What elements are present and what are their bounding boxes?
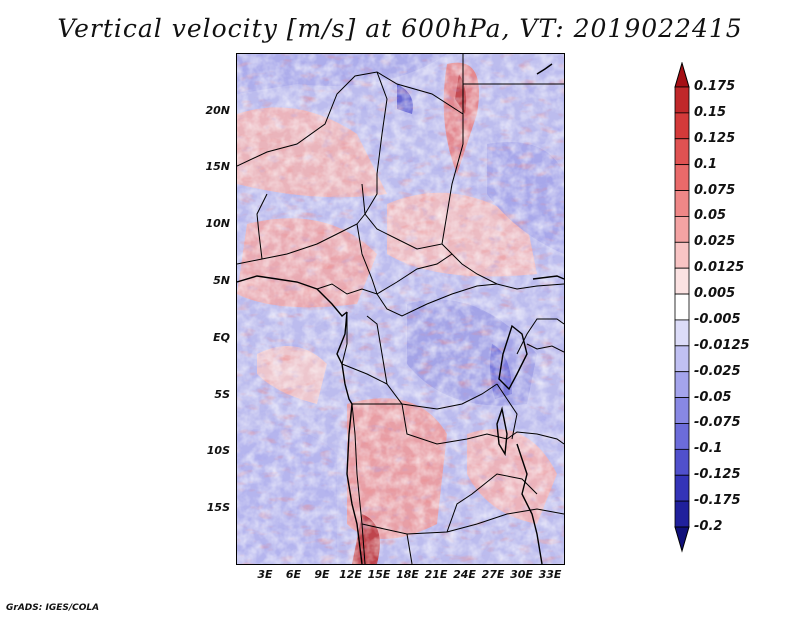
colorbar-label: -0.1	[694, 441, 723, 457]
lon-label: 18E	[396, 568, 419, 581]
chart-title: Vertical velocity [m/s] at 600hPa, VT: 2…	[57, 14, 743, 43]
colorbar-label: 0.1	[694, 156, 718, 172]
lon-label: 12E	[339, 568, 362, 581]
colorbar-swatch	[674, 371, 690, 398]
colorbar-bottom-tip	[674, 526, 690, 553]
lat-label: 20N	[205, 104, 230, 117]
lat-label: 15N	[205, 160, 230, 173]
lat-label: EQ	[213, 331, 230, 344]
colorbar-swatch	[674, 293, 690, 321]
colorbar-label: 0.05	[694, 208, 727, 224]
colorbar-label: -0.175	[694, 493, 741, 509]
lon-label: 9E	[314, 568, 330, 581]
lat-label: 5S	[214, 388, 230, 401]
colorbar-swatch	[674, 267, 690, 295]
country-borders	[237, 54, 564, 564]
lon-label: 24E	[453, 568, 476, 581]
lon-label: 33E	[538, 568, 562, 581]
lat-label: 5N	[213, 274, 230, 287]
colorbar-swatch	[674, 500, 690, 528]
colorbar	[674, 62, 690, 553]
velocity-map	[236, 53, 565, 565]
colorbar-label: 0.175	[694, 79, 736, 94]
colorbar-swatch	[674, 216, 690, 243]
colorbar-label: 0.075	[694, 182, 736, 198]
colorbar-swatch	[674, 241, 690, 269]
colorbar-label: -0.2	[694, 519, 723, 534]
lon-label: 21E	[424, 568, 448, 581]
colorbar-swatch	[674, 474, 690, 502]
colorbar-top-tip	[674, 62, 690, 88]
lon-label: 15E	[367, 568, 391, 581]
colorbar-label: -0.005	[694, 311, 741, 327]
coastline	[237, 63, 564, 564]
colorbar-label: 0.005	[694, 286, 736, 302]
colorbar-label: 0.0125	[694, 260, 745, 276]
colorbar-label: -0.05	[694, 389, 732, 405]
colorbar-label: -0.125	[694, 467, 741, 483]
lon-label: 27E	[481, 568, 505, 581]
colorbar-label: 0.125	[694, 130, 736, 146]
colorbar-label: -0.025	[694, 363, 741, 379]
colorbar-label: -0.075	[694, 415, 741, 431]
lon-label: 3E	[257, 568, 273, 581]
colorbar-swatch	[674, 397, 690, 424]
colorbar-label: -0.0125	[694, 337, 750, 353]
colorbar-swatch	[674, 138, 690, 166]
lat-label: 15S	[206, 501, 230, 514]
colorbar-label: 0.15	[694, 104, 727, 120]
lon-label: 30E	[510, 568, 533, 581]
lat-label: 10N	[205, 217, 230, 230]
colorbar-swatch	[674, 345, 690, 373]
colorbar-swatch	[674, 423, 690, 450]
colorbar-swatch	[674, 448, 690, 476]
colorbar-label: 0.025	[694, 234, 736, 250]
colorbar-swatch	[674, 86, 690, 114]
lon-label: 6E	[285, 568, 302, 581]
colorbar-swatch	[674, 190, 690, 217]
colorbar-swatch	[674, 164, 690, 191]
colorbar-swatch	[674, 319, 690, 347]
footer-credit: GrADS: IGES/COLA	[6, 603, 100, 613]
lat-label: 10S	[206, 444, 230, 457]
colorbar-swatch	[674, 112, 690, 140]
